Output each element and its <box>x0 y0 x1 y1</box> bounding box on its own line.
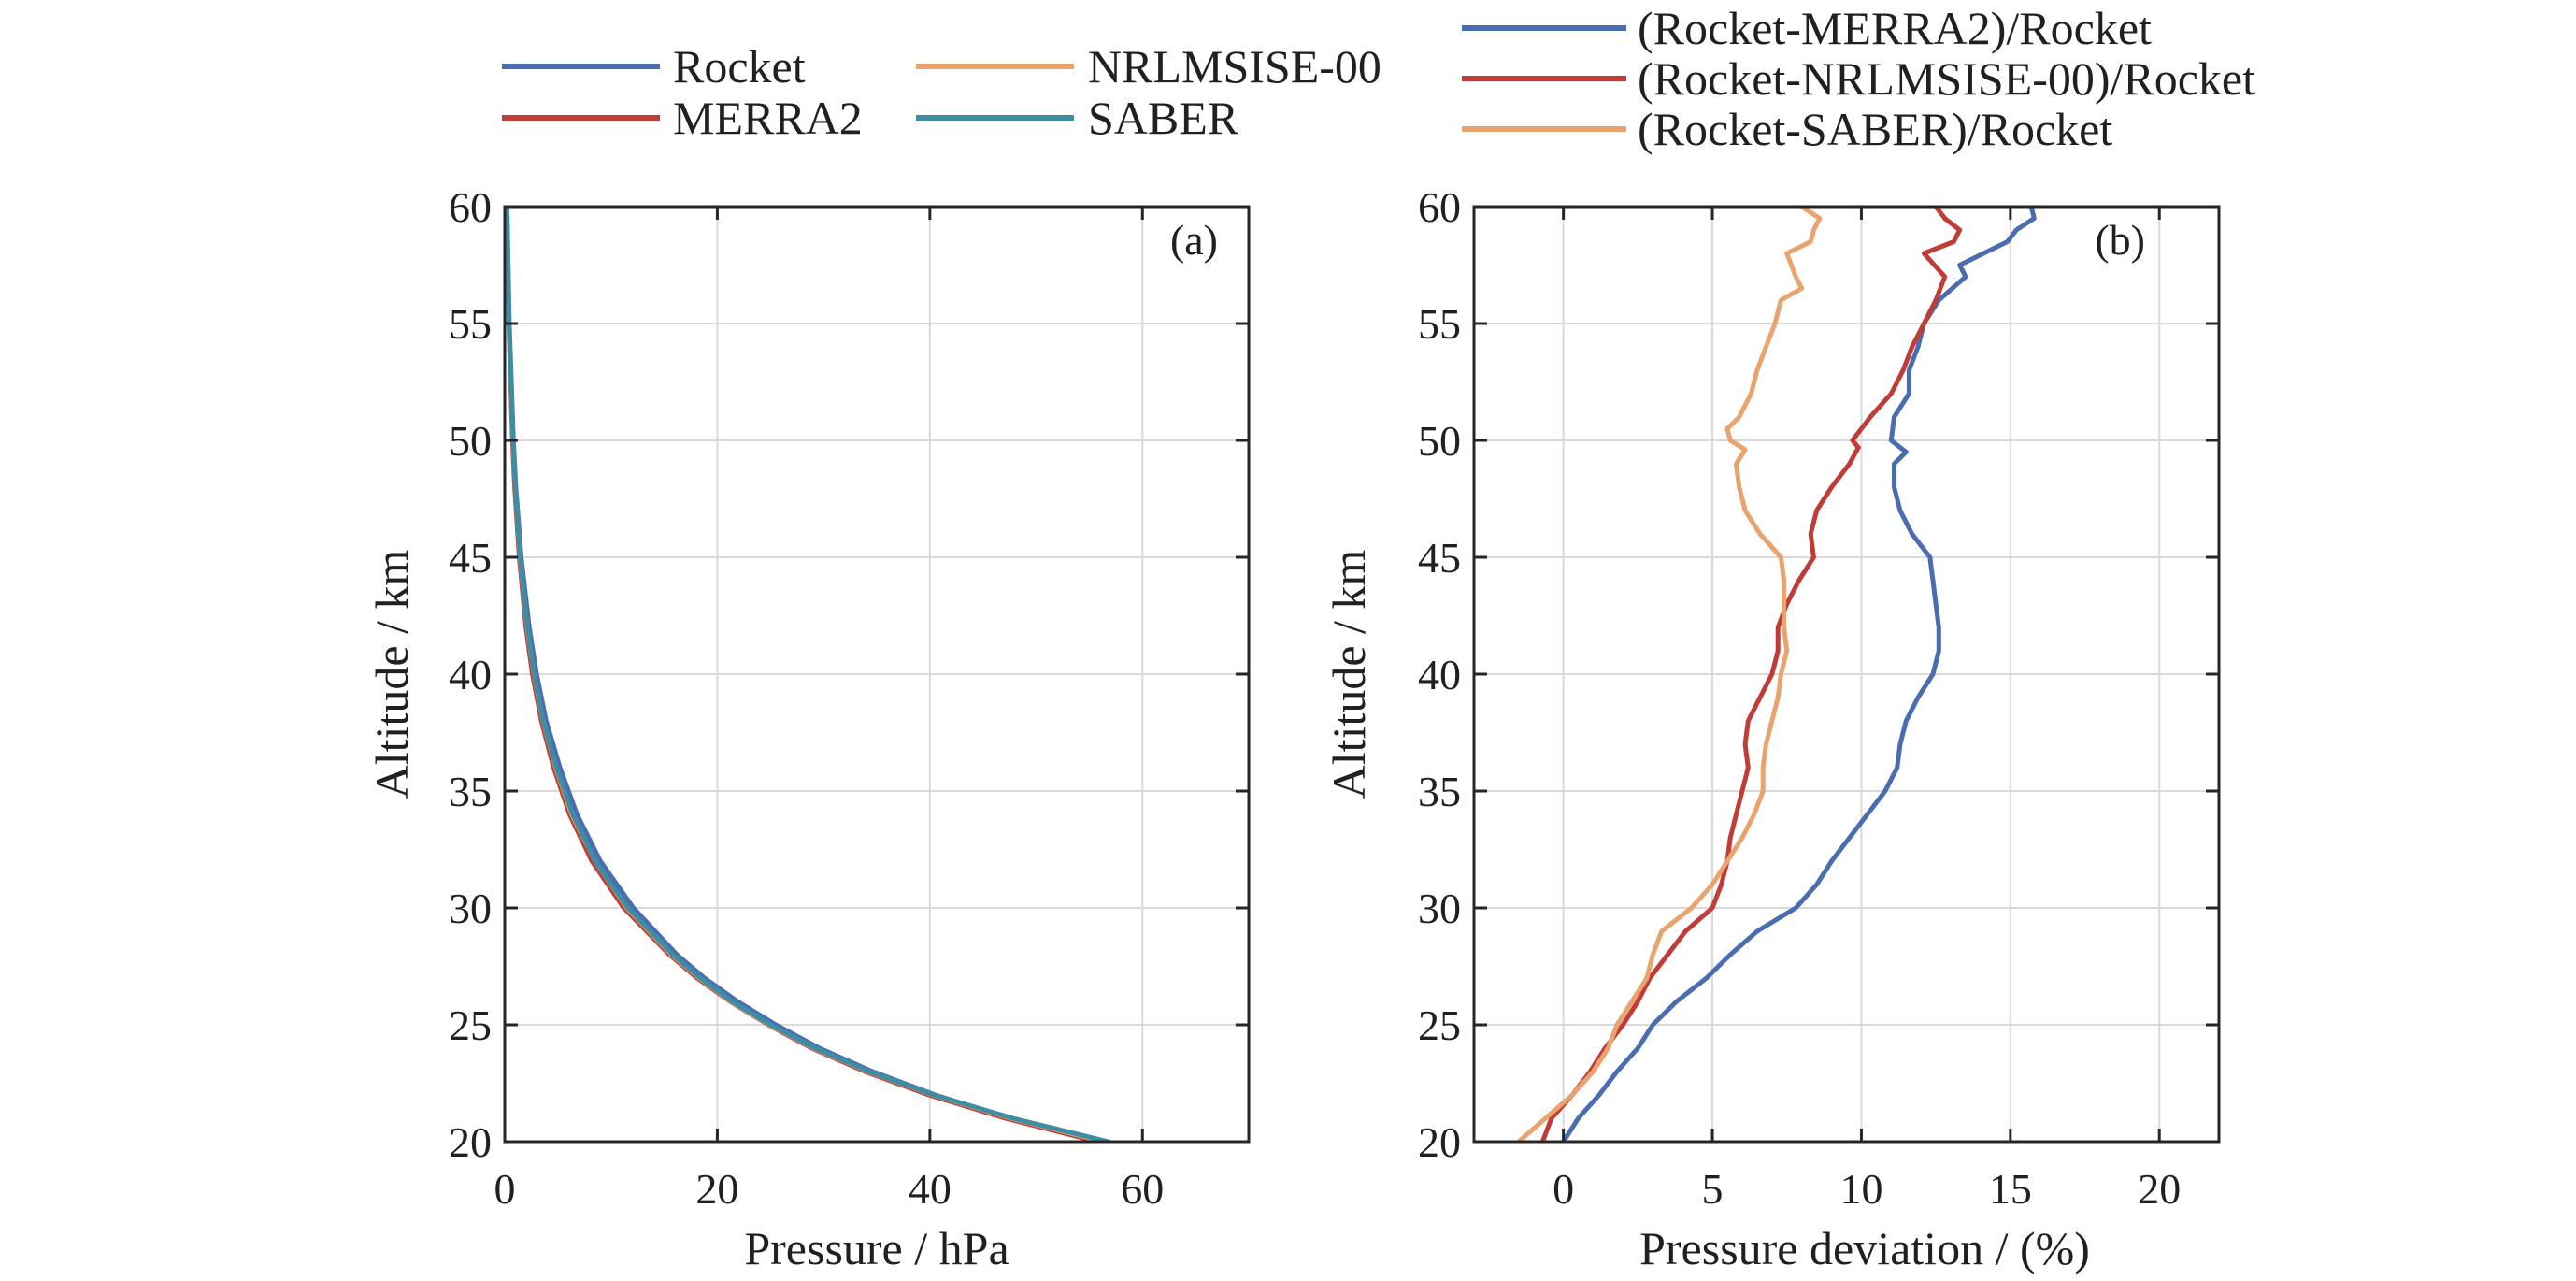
panel-b-ytick-label: 20 <box>1418 1118 1461 1166</box>
panel-b-ytick-label: 25 <box>1418 1001 1461 1049</box>
panel-b-xtick-label: 0 <box>1553 1165 1574 1213</box>
panel-b-ticks: 0 5 10 15 20 20 25 30 35 40 45 50 55 60 <box>1418 183 2219 1213</box>
panel-b-ylabel: Altitude / km <box>1323 550 1375 799</box>
legend-label-saber: SABER <box>1088 92 1239 144</box>
panel-a-ytick-label: 55 <box>449 300 492 348</box>
panel-b-xtick-label: 10 <box>1839 1165 1882 1213</box>
panel-a-grid <box>504 207 1249 1142</box>
panel-b-tag: (b) <box>2095 216 2145 264</box>
legend-label-dev-nrlmsise: (Rocket-NRLMSISE-00)/Rocket <box>1638 52 2255 105</box>
panel-b-xlabel: Pressure deviation / (%) <box>1639 1222 2090 1274</box>
panel-b-xtick-label: 15 <box>1989 1165 2032 1213</box>
legend-label-rocket: Rocket <box>673 40 806 93</box>
panel-a-xtick-label: 60 <box>1121 1165 1164 1213</box>
panel-a-xtick-label: 0 <box>494 1165 516 1213</box>
panel-a-ytick-label: 35 <box>449 768 492 815</box>
legend-label-dev-saber: (Rocket-SABER)/Rocket <box>1638 103 2112 155</box>
panel-a-series <box>505 207 1111 1142</box>
panel-a-ytick-label: 60 <box>449 183 492 231</box>
panel-a-ylabel: Altitude / km <box>365 550 418 799</box>
legend-label-nrlmsise: NRLMSISE-00 <box>1088 40 1381 93</box>
panel-b-line-rocket-nrlmsise-00-rocket <box>1539 207 1963 1142</box>
panel-b-ytick-label: 50 <box>1418 417 1461 465</box>
panel-a-ytick-label: 45 <box>449 534 492 582</box>
panel-b-xtick-label: 20 <box>2138 1165 2181 1213</box>
panel-a-line-saber <box>505 207 1111 1142</box>
panel-a-tag: (a) <box>1170 216 1218 264</box>
panel-b-deviation-profile: 0 5 10 15 20 20 25 30 35 40 45 50 55 60 (b) Pressure … <box>1323 183 2221 1274</box>
panel-a-ytick-label: 20 <box>449 1118 492 1166</box>
panel-b-ytick-label: 55 <box>1418 300 1461 348</box>
panel-b-ytick-label: 45 <box>1418 534 1461 582</box>
panel-b-ytick-label: 60 <box>1418 183 1461 231</box>
panel-b-ytick-label: 40 <box>1418 651 1461 698</box>
panel-a-xlabel: Pressure / hPa <box>744 1222 1009 1274</box>
legend-label-merra2: MERRA2 <box>673 92 863 144</box>
panel-b-line-rocket-saber-rocket <box>1516 207 1823 1142</box>
panel-b-series <box>1516 207 2037 1142</box>
panel-b-ytick-label: 35 <box>1418 768 1461 815</box>
panel-a-ytick-label: 25 <box>449 1001 492 1049</box>
panel-a-xtick-label: 40 <box>909 1165 952 1213</box>
panel-a-ytick-label: 40 <box>449 651 492 698</box>
panel-a-ytick-label: 50 <box>449 417 492 465</box>
panel-b-grid <box>1474 207 2219 1142</box>
legend-models: Rocket MERRA2 NRLMSISE-00 SABER <box>502 40 1381 144</box>
panel-b-ytick-label: 30 <box>1418 885 1461 932</box>
legend-label-dev-merra2: (Rocket-MERRA2)/Rocket <box>1638 2 2152 54</box>
panel-b-xtick-label: 5 <box>1702 1165 1724 1213</box>
panel-a-xtick-label: 20 <box>695 1165 738 1213</box>
panel-a-ytick-label: 30 <box>449 885 492 932</box>
legend-deviations: (Rocket-MERRA2)/Rocket (Rocket-NRLMSISE-… <box>1462 2 2255 155</box>
